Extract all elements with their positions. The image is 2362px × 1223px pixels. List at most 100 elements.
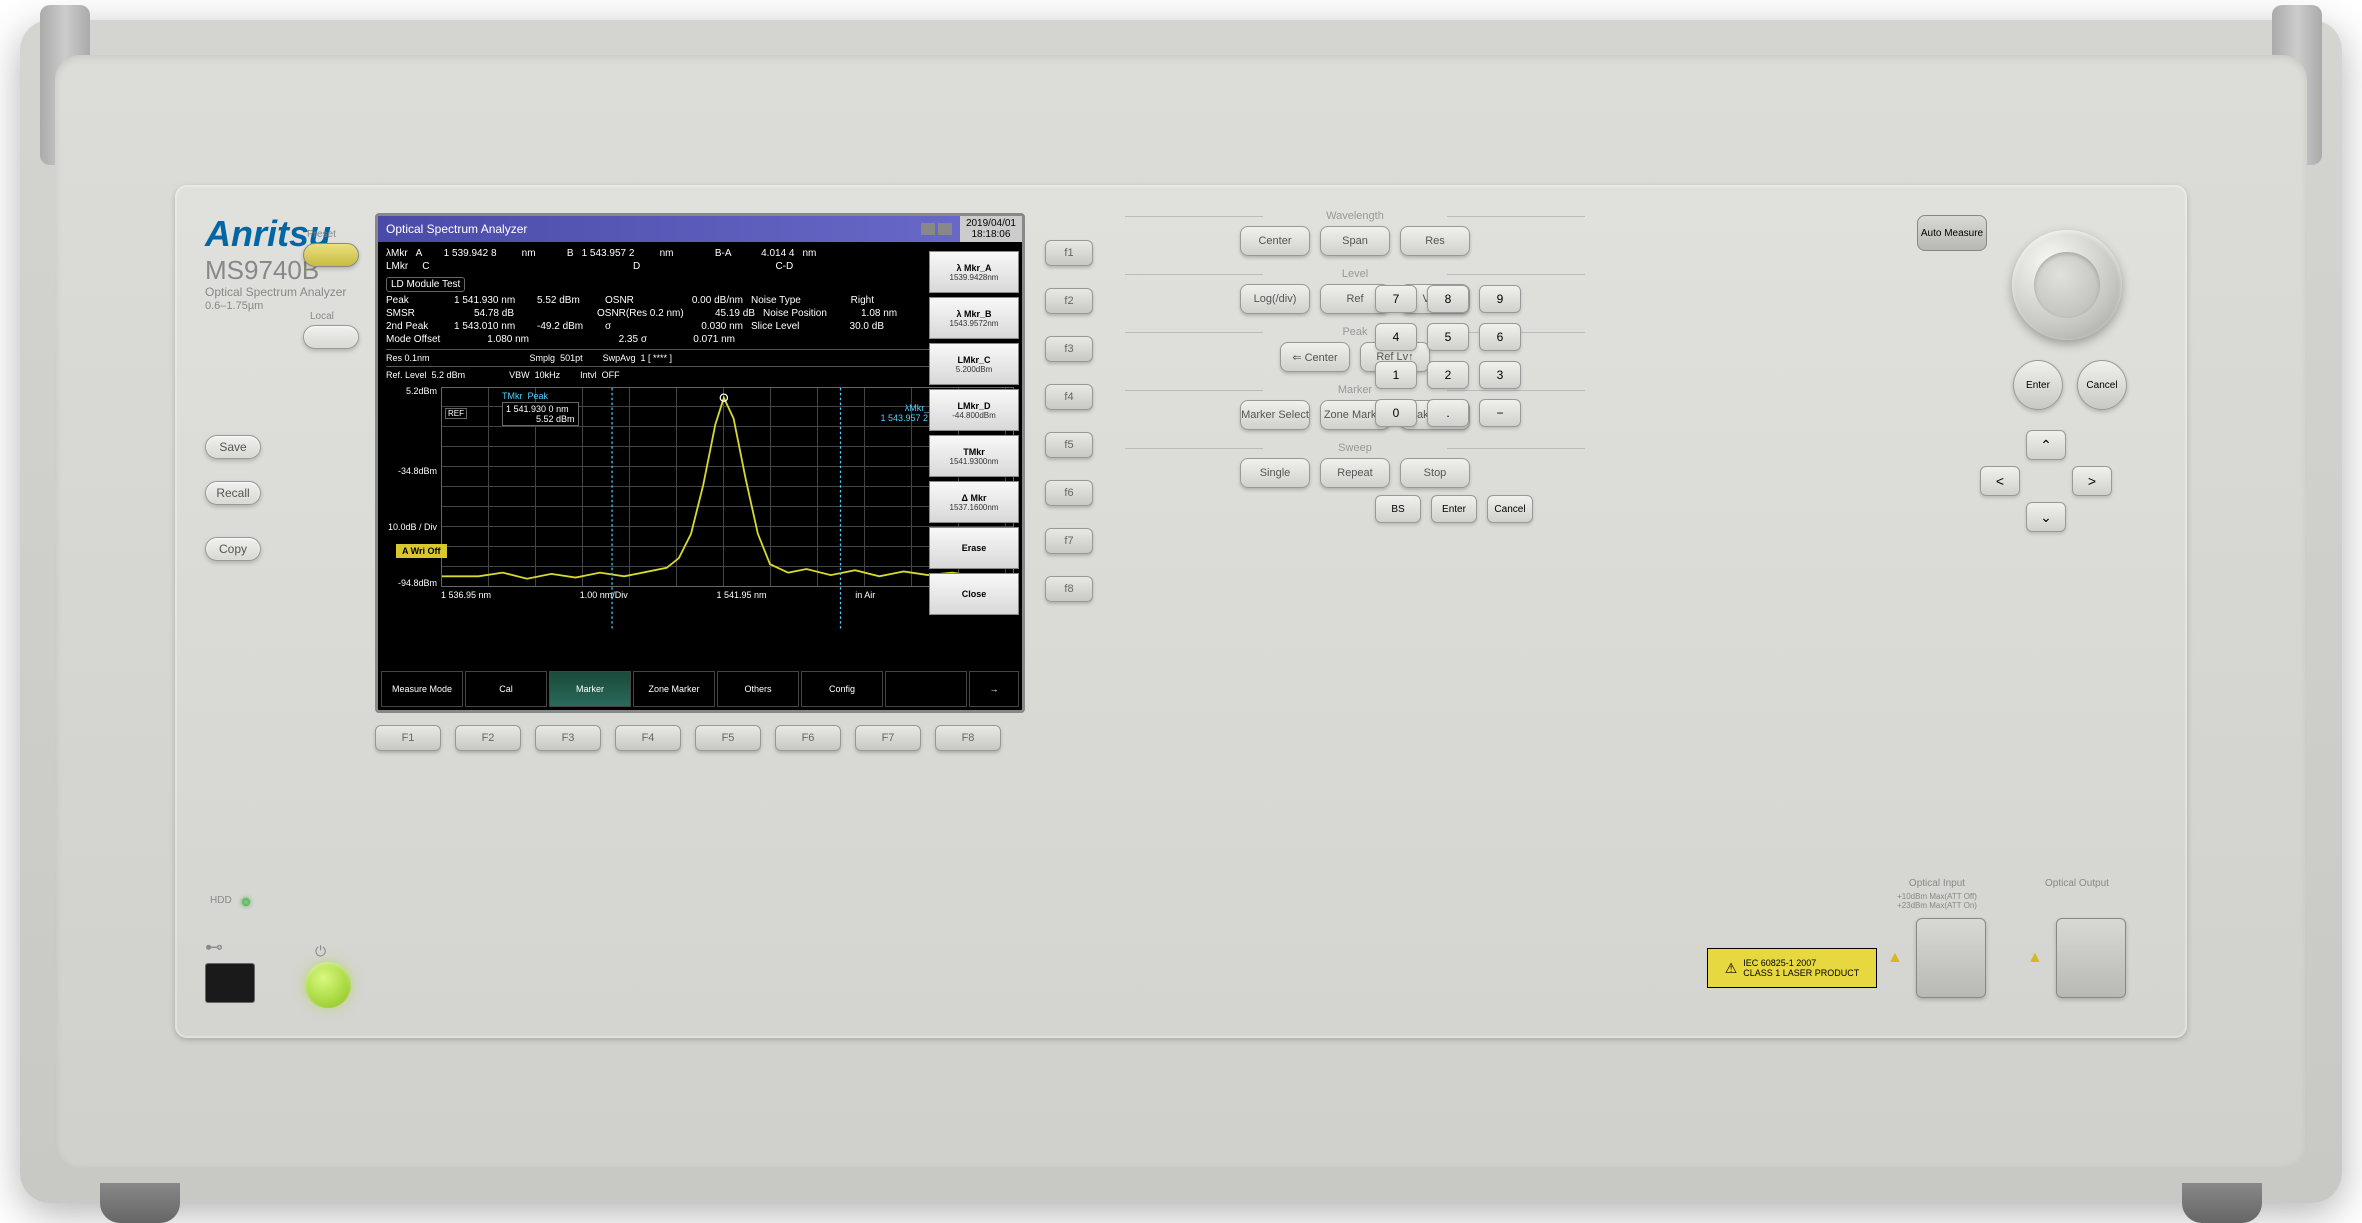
optical-output-port: Optical Output ▲ bbox=[2027, 878, 2127, 998]
soft-menu-item-0[interactable]: λ Mkr_A1539.9428nm bbox=[929, 251, 1019, 293]
optical-ports: Optical Input +10dBm Max(ATT Off) +23dBm… bbox=[1887, 878, 2127, 998]
keypad-.[interactable]: . bbox=[1427, 399, 1469, 427]
keypad-3[interactable]: 3 bbox=[1479, 361, 1521, 389]
foot-right bbox=[2182, 1183, 2262, 1223]
bs-enter-cancel-row: BS Enter Cancel bbox=[1375, 495, 1533, 523]
power-button[interactable] bbox=[305, 962, 351, 1008]
side-fkey-f7[interactable]: f7 bbox=[1045, 528, 1093, 554]
wavelength-center-button[interactable]: Center bbox=[1240, 226, 1310, 256]
tab-config[interactable]: Config bbox=[801, 671, 883, 707]
usb-ports[interactable] bbox=[205, 963, 255, 1003]
soft-menu-item-5[interactable]: Δ Mkr1537.1600nm bbox=[929, 481, 1019, 523]
keypad-0[interactable]: 0 bbox=[1375, 399, 1417, 427]
wavelength-span-button[interactable]: Span bbox=[1320, 226, 1390, 256]
front-panel: Anritsu MS9740B Optical Spectrum Analyze… bbox=[175, 185, 2187, 1038]
side-fkey-f3[interactable]: f3 bbox=[1045, 336, 1093, 362]
sweep-repeat-button[interactable]: Repeat bbox=[1320, 458, 1390, 488]
side-fkey-f2[interactable]: f2 bbox=[1045, 288, 1093, 314]
tab-→[interactable]: → bbox=[969, 671, 1019, 707]
chassis-frame: Anritsu MS9740B Optical Spectrum Analyze… bbox=[55, 55, 2307, 1168]
wavelength-range: 0.6–1.75µm bbox=[205, 300, 263, 312]
soft-menu-item-1[interactable]: λ Mkr_B1543.9572nm bbox=[929, 297, 1019, 339]
input-connector[interactable] bbox=[1916, 918, 1986, 998]
bottom-tabs: Measure ModeCalMarkerZone MarkerOthersCo… bbox=[381, 671, 1019, 707]
window-title: Optical Spectrum Analyzer bbox=[386, 222, 527, 236]
fkey-f4[interactable]: F4 bbox=[615, 725, 681, 751]
arrow-up-button[interactable]: ⌃ bbox=[2026, 430, 2066, 460]
group-label-wavelength: Wavelength bbox=[1125, 210, 1585, 222]
keypad-9[interactable]: 9 bbox=[1479, 285, 1521, 313]
enter-button[interactable]: Enter bbox=[1431, 495, 1477, 523]
window-max-icon[interactable] bbox=[938, 223, 952, 235]
local-label: Local bbox=[310, 311, 334, 322]
recall-button[interactable]: Recall bbox=[205, 481, 261, 505]
peak--center-button[interactable]: ⇐ Center bbox=[1280, 342, 1350, 372]
group-label-sweep: Sweep bbox=[1125, 442, 1585, 454]
keypad-−[interactable]: − bbox=[1479, 399, 1521, 427]
keypad-6[interactable]: 6 bbox=[1479, 323, 1521, 351]
window-min-icon[interactable] bbox=[921, 223, 935, 235]
keypad-2[interactable]: 2 bbox=[1427, 361, 1469, 389]
arrow-right-button[interactable]: > bbox=[2072, 466, 2112, 496]
power-icon: ⏻ bbox=[315, 943, 326, 960]
cancel-button[interactable]: Cancel bbox=[1487, 495, 1533, 523]
arrow-left-button[interactable]: < bbox=[1980, 466, 2020, 496]
tab-blank[interactable] bbox=[885, 671, 967, 707]
copy-button[interactable]: Copy bbox=[205, 537, 261, 561]
preset-button[interactable] bbox=[303, 243, 359, 267]
tab-zone-marker[interactable]: Zone Marker bbox=[633, 671, 715, 707]
fkey-f8[interactable]: F8 bbox=[935, 725, 1001, 751]
instrument-chassis: Anritsu MS9740B Optical Spectrum Analyze… bbox=[20, 20, 2342, 1203]
rotary-knob[interactable] bbox=[2012, 230, 2122, 340]
optical-input-port: Optical Input +10dBm Max(ATT Off) +23dBm… bbox=[1887, 878, 1987, 998]
tab-cal[interactable]: Cal bbox=[465, 671, 547, 707]
level-log-div--button[interactable]: Log(/div) bbox=[1240, 284, 1310, 314]
arrow-down-button[interactable]: ⌄ bbox=[2026, 502, 2066, 532]
fkey-f1[interactable]: F1 bbox=[375, 725, 441, 751]
enter-button-round[interactable]: Enter bbox=[2013, 360, 2063, 410]
soft-menu-item-7[interactable]: Close bbox=[929, 573, 1019, 615]
arrow-pad: ⌃ < > ⌄ bbox=[1980, 430, 2112, 532]
section-title: LD Module Test bbox=[386, 277, 465, 292]
soft-menu-item-4[interactable]: TMkr1541.9300nm bbox=[929, 435, 1019, 477]
chart-area: Res 0.1nm Smplg 501pt SwpAvg 1 [ **** ] … bbox=[386, 349, 1014, 600]
keypad-1[interactable]: 1 bbox=[1375, 361, 1417, 389]
side-fkey-f6[interactable]: f6 bbox=[1045, 480, 1093, 506]
fkey-f7[interactable]: F7 bbox=[855, 725, 921, 751]
preset-label: Preset bbox=[307, 229, 336, 240]
keypad-8[interactable]: 8 bbox=[1427, 285, 1469, 313]
fkey-f2[interactable]: F2 bbox=[455, 725, 521, 751]
keypad-5[interactable]: 5 bbox=[1427, 323, 1469, 351]
fkey-f3[interactable]: F3 bbox=[535, 725, 601, 751]
bs-button[interactable]: BS bbox=[1375, 495, 1421, 523]
side-fkey-f1[interactable]: f1 bbox=[1045, 240, 1093, 266]
tab-marker[interactable]: Marker bbox=[549, 671, 631, 707]
keypad-7[interactable]: 7 bbox=[1375, 285, 1417, 313]
save-button[interactable]: Save bbox=[205, 435, 261, 459]
keypad-4[interactable]: 4 bbox=[1375, 323, 1417, 351]
auto-measure-button[interactable]: Auto Measure bbox=[1917, 215, 1987, 251]
cancel-button-round[interactable]: Cancel bbox=[2077, 360, 2127, 410]
fkey-f6[interactable]: F6 bbox=[775, 725, 841, 751]
display-screen: Optical Spectrum Analyzer 2019/04/0118:1… bbox=[375, 213, 1025, 713]
marker-marker-select-button[interactable]: Marker Select bbox=[1240, 400, 1310, 430]
tab-measure-mode[interactable]: Measure Mode bbox=[381, 671, 463, 707]
soft-menu-item-6[interactable]: Erase bbox=[929, 527, 1019, 569]
wavelength-res-button[interactable]: Res bbox=[1400, 226, 1470, 256]
output-connector[interactable] bbox=[2056, 918, 2126, 998]
soft-menu-item-3[interactable]: LMkr_D-44.800dBm bbox=[929, 389, 1019, 431]
local-button[interactable] bbox=[303, 325, 359, 349]
foot-left bbox=[100, 1183, 180, 1223]
side-fkey-f8[interactable]: f8 bbox=[1045, 576, 1093, 602]
trace-write-status: A Wri Off bbox=[396, 544, 447, 558]
side-fkey-f5[interactable]: f5 bbox=[1045, 432, 1093, 458]
soft-menu-item-2[interactable]: LMkr_C5.200dBm bbox=[929, 343, 1019, 385]
fkey-f5[interactable]: F5 bbox=[695, 725, 761, 751]
side-fkey-f4[interactable]: f4 bbox=[1045, 384, 1093, 410]
tab-others[interactable]: Others bbox=[717, 671, 799, 707]
product-subtitle: Optical Spectrum Analyzer bbox=[205, 285, 346, 299]
hdd-indicator: HDD bbox=[210, 895, 232, 906]
window-titlebar: Optical Spectrum Analyzer bbox=[378, 216, 960, 242]
sweep-single-button[interactable]: Single bbox=[1240, 458, 1310, 488]
sweep-stop-button[interactable]: Stop bbox=[1400, 458, 1470, 488]
